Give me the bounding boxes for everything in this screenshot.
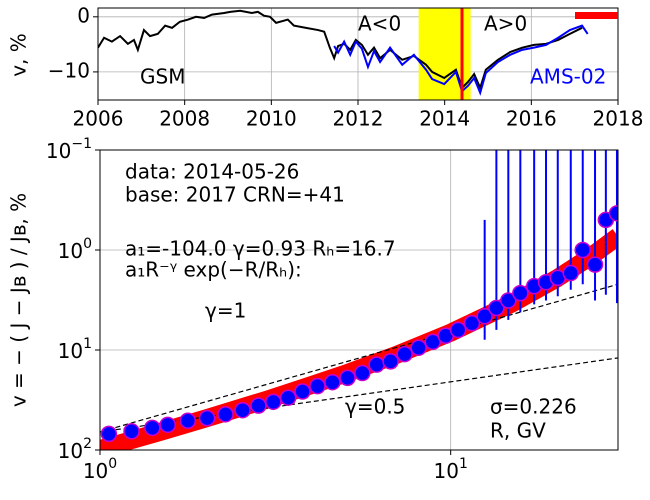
series-label: GSM — [140, 65, 185, 89]
annotation: base: 2017 CRN=+41 — [125, 183, 345, 207]
x-tick-label: 100 — [83, 456, 117, 483]
y-tick-label-base: 10 — [58, 339, 83, 363]
data-point — [586, 256, 604, 273]
y-tick-label-exponent: 1 — [83, 336, 92, 352]
x-tick-label: 2018 — [593, 107, 644, 131]
data-point — [382, 353, 399, 370]
x-tick-label: 2008 — [159, 107, 210, 131]
x-tick-label-exponent: 0 — [108, 456, 117, 472]
data-point — [354, 364, 371, 382]
data-point — [574, 241, 591, 259]
data-point — [179, 412, 197, 430]
y-tick-label-exponent: 0 — [83, 236, 92, 252]
x-tick-label: 2006 — [73, 107, 124, 131]
x-tick-label: 2010 — [246, 107, 297, 131]
data-point — [100, 425, 118, 443]
reference-line — [100, 283, 618, 433]
data-point — [123, 423, 140, 440]
series-label: AMS-02 — [530, 65, 606, 89]
data-point — [512, 284, 529, 302]
data-line — [98, 9, 583, 91]
y-tick-label: 10−1 — [46, 136, 92, 163]
y-axis-label: v = − ( J − Jʙ ) / Jʙ, % — [7, 193, 31, 407]
data-point — [410, 339, 427, 357]
data-point — [265, 393, 282, 411]
annotation: a₁R⁻ᵞ exp(−R/Rₕ): — [125, 258, 302, 282]
y-tick-label: 0 — [77, 3, 90, 27]
y-axis-label: v, % — [7, 33, 31, 77]
plot-area — [98, 8, 618, 100]
data-point — [562, 264, 580, 282]
y-tick-label: 101 — [58, 336, 92, 363]
axes-frame — [99, 149, 619, 451]
x-tick-label-exponent: 1 — [459, 456, 468, 472]
y-tick-label: 100 — [58, 236, 92, 263]
data-point — [449, 321, 467, 339]
annotation: A>0 — [484, 12, 527, 36]
x-tick-label: 101 — [433, 456, 467, 483]
x-tick-label: 2012 — [333, 107, 384, 131]
y-tick-label-exponent: 2 — [83, 436, 92, 452]
x-tick-label: 2014 — [419, 107, 470, 131]
y-tick-label-base: 10 — [58, 239, 83, 263]
y-tick-label-base: 10 — [58, 439, 83, 463]
data-point — [217, 406, 234, 423]
annotation: data: 2014-05-26 — [125, 160, 299, 184]
data-point — [488, 299, 505, 317]
annotation: a₁=-104.0 γ=0.93 Rₕ=16.7 — [125, 237, 396, 261]
data-point — [198, 409, 216, 427]
y-tick-label-exponent: −1 — [71, 136, 92, 152]
data-point — [144, 419, 161, 437]
annotation: γ=0.5 — [345, 395, 405, 419]
annotation: γ=1 — [205, 299, 246, 323]
x-axis-label: R, GV — [490, 419, 546, 443]
data-point — [476, 308, 493, 325]
top-panel: 2006 2008 2010 2012 2014 2016 2018 0 −10 v, % A<0 A… — [7, 3, 644, 130]
data-point — [159, 416, 176, 434]
data-point — [279, 389, 297, 406]
x-tick-label-base: 10 — [433, 459, 458, 483]
data-point — [324, 373, 341, 391]
data-point — [500, 292, 517, 309]
y-tick-label: −10 — [48, 58, 90, 82]
data-point — [234, 401, 251, 419]
annotation: σ=0.226 — [490, 395, 577, 419]
data-point — [339, 369, 356, 387]
data-point — [463, 314, 481, 332]
x-tick-label-base: 10 — [83, 459, 108, 483]
data-line — [333, 24, 589, 96]
legend-bar — [575, 12, 618, 19]
data-point — [368, 356, 385, 373]
y-tick-label: 102 — [58, 436, 92, 463]
data-point — [294, 383, 311, 400]
data-point — [608, 205, 618, 222]
annotation: A<0 — [358, 12, 401, 36]
plot-area — [100, 150, 618, 450]
y-tick-label-base: 10 — [46, 139, 71, 163]
data-point — [396, 345, 413, 363]
data-point — [250, 397, 267, 414]
reference-line — [100, 357, 618, 433]
data-point — [309, 377, 326, 395]
x-tick-label: 2016 — [506, 107, 557, 131]
